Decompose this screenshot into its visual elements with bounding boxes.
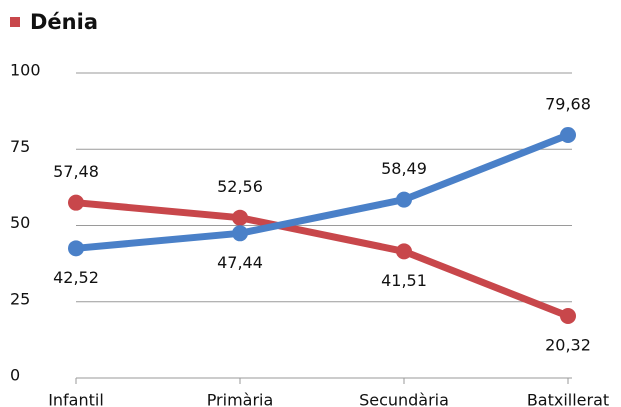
data-label: 79,68 xyxy=(545,94,591,113)
point xyxy=(396,243,412,260)
x-tick-label: Infantil xyxy=(48,391,104,407)
x-tick-label: Primària xyxy=(207,391,274,407)
x-tick-label: Batxillerat xyxy=(527,391,609,407)
x-tick-label: Secundària xyxy=(359,391,449,407)
y-tick-label: 75 xyxy=(10,137,30,156)
point xyxy=(232,209,248,226)
y-tick-label: 50 xyxy=(10,213,30,232)
chart-title: Dénia xyxy=(30,10,98,34)
point xyxy=(68,240,84,257)
y-tick-label: 100 xyxy=(10,61,41,80)
data-label: 58,49 xyxy=(381,159,427,178)
series-line xyxy=(75,199,570,320)
point xyxy=(232,225,248,242)
series-line xyxy=(75,131,570,252)
title-marker xyxy=(10,17,20,27)
point xyxy=(560,126,576,143)
data-label: 41,51 xyxy=(381,271,427,290)
point xyxy=(396,191,412,208)
y-tick-label: 25 xyxy=(10,289,30,308)
data-label: 42,52 xyxy=(53,268,99,287)
point xyxy=(560,308,576,325)
data-label: 20,32 xyxy=(545,336,591,355)
data-label: 52,56 xyxy=(217,177,263,196)
y-tick-label: 0 xyxy=(10,366,20,385)
point xyxy=(68,194,84,211)
data-label: 47,44 xyxy=(217,253,263,272)
data-label: 57,48 xyxy=(53,162,99,181)
